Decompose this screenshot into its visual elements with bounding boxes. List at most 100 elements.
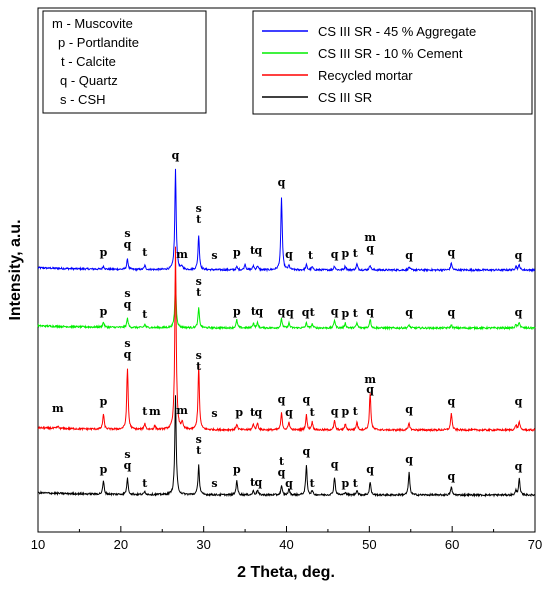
peak-label: m: [149, 405, 161, 418]
peak-label: p: [233, 305, 241, 318]
peak-label: t: [310, 306, 316, 319]
peak-label: t: [142, 308, 148, 321]
x-axis-ticks: 10 20 30 40 50 60 70: [31, 526, 542, 552]
peak-label: t: [142, 246, 148, 259]
peak-label: q: [285, 406, 293, 419]
peak-label: q: [447, 246, 455, 259]
peak-label: q: [405, 403, 413, 416]
peak-label: t: [279, 455, 285, 468]
peak-label: q: [366, 383, 374, 396]
peak-label: p: [100, 246, 108, 259]
peak-label: q: [172, 149, 180, 162]
peak-label: q: [286, 306, 294, 319]
peak-label: m: [364, 373, 376, 386]
peak-label: q: [331, 305, 339, 318]
series-line-1: [37, 280, 536, 331]
peak-label: q: [405, 306, 413, 319]
peak-label: s: [124, 337, 130, 350]
x-tick-label: 10: [31, 537, 45, 552]
peak-label: t: [196, 444, 202, 457]
peak-label: q: [331, 248, 339, 261]
peak-label: q: [278, 393, 286, 406]
peak-label: p: [341, 247, 349, 260]
peak-label: t: [250, 406, 256, 419]
peak-label: p: [341, 307, 349, 320]
x-tick-label: 60: [445, 537, 459, 552]
peak-label: p: [100, 395, 108, 408]
peak-label: q: [124, 459, 132, 472]
peak-label: t: [310, 406, 316, 419]
peak-label: p: [341, 477, 349, 490]
phase-legend-entry: m - Muscovite: [52, 16, 133, 31]
peak-label: s: [196, 349, 202, 362]
phase-legend: m - Muscovite p - Portlandite t - Calcite q…: [42, 10, 207, 114]
peak-label: t: [250, 244, 256, 257]
peak-label: t: [196, 360, 202, 373]
peak-label: q: [124, 298, 132, 311]
series-legend-entry: CS III SR: [318, 90, 372, 105]
peak-label: m: [176, 248, 188, 261]
series-line-0: [37, 168, 536, 273]
peak-label: q: [285, 477, 293, 490]
peak-label: t: [308, 249, 314, 262]
peak-label: p: [100, 305, 108, 318]
peak-label: s: [211, 407, 217, 420]
series-legend: CS III SR - 45 % Aggregate CS III SR - 10…: [252, 10, 533, 115]
peak-label: t: [353, 247, 359, 260]
peak-label: q: [255, 305, 263, 318]
phase-legend-box: [42, 10, 207, 114]
peak-label: p: [233, 246, 241, 259]
x-axis-title: 2 Theta, deg.: [237, 564, 335, 581]
peak-label: t: [196, 213, 202, 226]
peak-label: q: [366, 305, 374, 318]
peak-label: m: [176, 404, 188, 417]
peak-label: q: [278, 176, 286, 189]
peak-label: q: [302, 306, 310, 319]
phase-legend-entry: s - CSH: [60, 92, 106, 107]
peak-label: t: [353, 307, 359, 320]
peak-label: p: [235, 406, 243, 419]
peak-label: q: [515, 306, 523, 319]
peak-label: q: [278, 466, 286, 479]
peak-label: q: [331, 458, 339, 471]
phase-legend-entry: q - Quartz: [60, 73, 118, 88]
peak-label: s: [211, 249, 217, 262]
peak-label: q: [303, 445, 311, 458]
peak-label: s: [124, 287, 130, 300]
peak-label: q: [447, 395, 455, 408]
peak-label: q: [515, 460, 523, 473]
peak-label: q: [124, 238, 132, 251]
peak-label: q: [285, 248, 293, 261]
x-tick-label: 40: [279, 537, 293, 552]
series-legend-entry: Recycled mortar: [318, 68, 413, 83]
series-line-2: [37, 246, 536, 433]
peak-label: m: [52, 402, 64, 415]
peak-label: q: [124, 348, 132, 361]
peak-label: t: [353, 477, 359, 490]
peak-label: q: [366, 463, 374, 476]
y-axis-title: Intensity, a.u.: [7, 219, 24, 320]
peak-label: p: [233, 463, 241, 476]
series-line-3: [37, 395, 536, 498]
peak-label: q: [405, 249, 413, 262]
x-tick-label: 70: [528, 537, 542, 552]
x-tick-label: 50: [362, 537, 376, 552]
peak-label: q: [447, 470, 455, 483]
phase-legend-entry: t - Calcite: [61, 54, 116, 69]
peak-label: q: [447, 306, 455, 319]
peak-label: q: [303, 393, 311, 406]
peak-label: s: [124, 227, 130, 240]
peak-label: s: [196, 275, 202, 288]
peak-label: q: [515, 395, 523, 408]
series-legend-entry: CS III SR - 45 % Aggregate: [318, 24, 476, 39]
x-tick-label: 30: [196, 537, 210, 552]
peak-label: s: [124, 448, 130, 461]
peak-label: q: [405, 453, 413, 466]
peak-label: q: [278, 305, 286, 318]
peak-label: m: [364, 231, 376, 244]
peak-label: q: [254, 476, 262, 489]
peak-label: t: [196, 286, 202, 299]
series-legend-entry: CS III SR - 10 % Cement: [318, 46, 463, 61]
